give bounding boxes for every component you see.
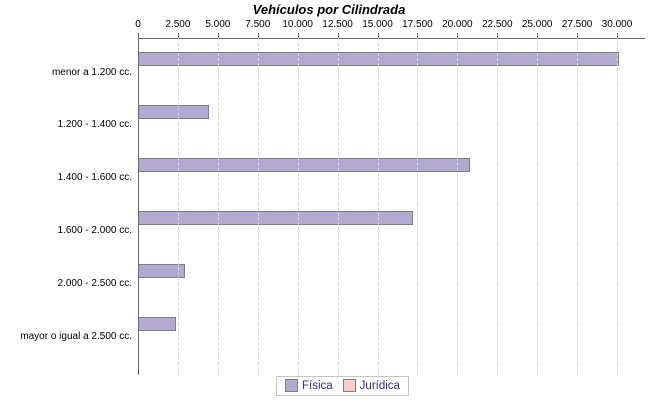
category-label: 1.600 - 2.000 cc. <box>57 225 133 237</box>
category-label: 1.200 - 1.400 cc. <box>57 119 133 131</box>
x-tick-label: 10.000 <box>282 19 313 30</box>
category-label: 1.400 - 1.600 cc. <box>57 172 133 184</box>
x-axis-tick <box>377 33 379 38</box>
x-tick-label: 0 <box>135 19 141 30</box>
bar-física <box>138 52 619 67</box>
bar-física <box>138 105 209 120</box>
x-axis-tick <box>417 33 419 38</box>
y-axis-line <box>138 38 139 375</box>
x-tick-label: 25.000 <box>521 19 553 30</box>
gridline <box>297 38 299 375</box>
gridline <box>577 38 579 375</box>
gridline <box>617 38 618 375</box>
gridline <box>257 38 259 375</box>
legend-label-fisica: Física <box>302 379 333 392</box>
x-axis-line <box>138 38 645 39</box>
bar-física <box>138 158 470 172</box>
legend-label-juridica: Jurídica <box>359 379 400 392</box>
chart-title: Vehículos por Cilindrada <box>252 2 406 17</box>
gridline <box>497 38 499 375</box>
gridline <box>537 38 539 375</box>
x-axis-tick <box>577 33 579 38</box>
bar-física <box>138 210 413 225</box>
x-tick-label: 5.000 <box>205 19 231 30</box>
x-axis-tick <box>217 33 219 38</box>
gridline <box>417 38 419 375</box>
category-label: mayor o igual a 2.500 cc. <box>20 331 132 342</box>
x-tick-label: 15.000 <box>362 19 393 30</box>
legend-item-juridica: Jurídica <box>342 379 400 392</box>
fisica-series-swatch-icon <box>285 379 298 392</box>
x-axis-tick <box>457 33 459 38</box>
category-label: 2.000 - 2.500 cc. <box>57 278 133 290</box>
x-tick-label: 17.500 <box>402 19 433 30</box>
x-tick-label: 22.500 <box>481 19 513 30</box>
x-axis-tick <box>337 33 339 38</box>
x-axis-tick <box>138 33 139 38</box>
x-axis-tick <box>257 33 259 38</box>
legend-item-fisica: Física <box>285 379 333 392</box>
gridline <box>217 38 219 375</box>
x-tick-label: 27.500 <box>561 19 593 30</box>
bar-física <box>138 316 176 331</box>
x-tick-label: 20.000 <box>442 19 473 30</box>
x-tick-label: 30.000 <box>601 19 633 30</box>
x-tick-label: 2.500 <box>165 19 191 30</box>
gridline <box>337 38 339 375</box>
legend: Física Jurídica <box>276 376 409 396</box>
x-axis-tick <box>297 33 299 38</box>
x-tick-label: 7.500 <box>245 19 271 30</box>
x-axis-tick <box>177 33 179 38</box>
gridline <box>377 38 379 375</box>
juridica-series-swatch-icon <box>342 379 356 392</box>
gridline <box>177 38 179 375</box>
x-tick-label: 12.500 <box>322 19 353 30</box>
gridline <box>457 38 459 375</box>
category-label: menor a 1.200 cc. <box>51 66 132 78</box>
x-axis-tick <box>537 33 539 38</box>
x-axis-tick <box>617 33 618 38</box>
x-axis-tick <box>497 33 499 38</box>
